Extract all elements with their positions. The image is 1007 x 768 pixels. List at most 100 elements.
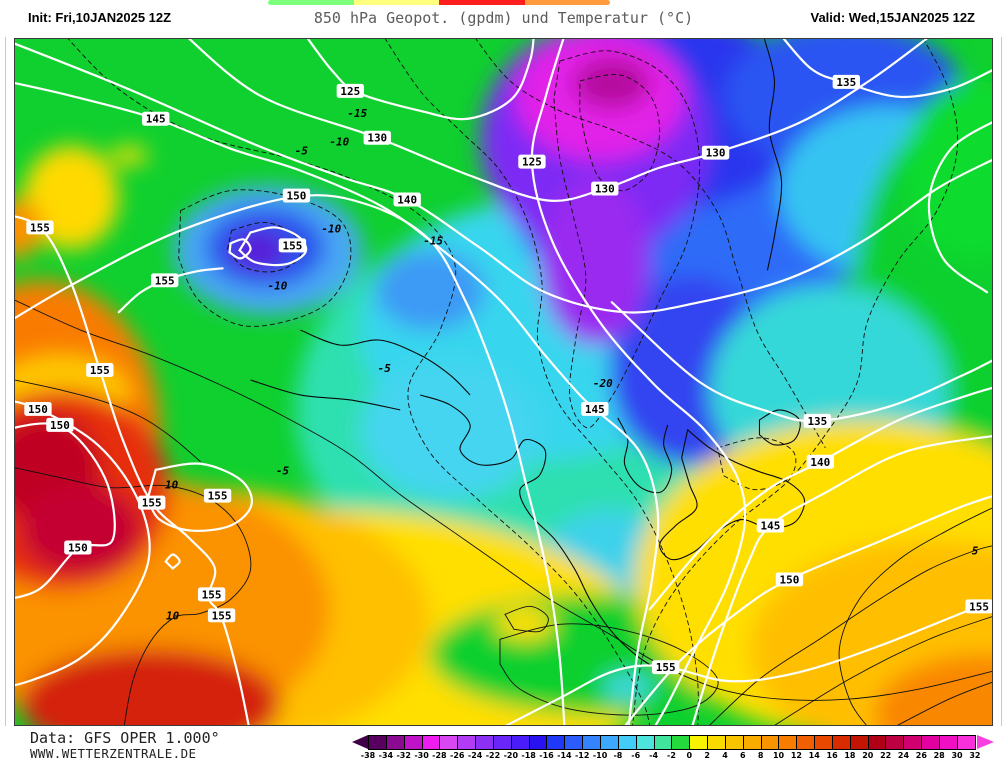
label-pill (24, 401, 52, 416)
isotherm-solid-line (838, 507, 992, 725)
geopotential-label: 140 (806, 454, 835, 469)
isotherm-solid-line (15, 299, 992, 701)
coastline (659, 428, 806, 561)
label-pill (806, 454, 835, 469)
isotherm-solid-line (897, 681, 992, 725)
colorbar-tick-label: 8 (757, 751, 764, 760)
geopotential-label-text: 150 (28, 403, 48, 416)
geopotential-label-text: 150 (68, 542, 88, 555)
geopotential-label: 125 (518, 154, 546, 169)
field-blob (108, 146, 149, 165)
geopotential-label: 155 (203, 488, 232, 503)
geopotential-label-text: 130 (706, 147, 726, 160)
geopotential-label: 130 (591, 181, 619, 196)
label-pill (581, 401, 609, 416)
colorbar-segment (957, 736, 975, 749)
colorbar-tick-label: 2 (704, 751, 710, 760)
field-blob (495, 608, 555, 641)
temperature-colorbar (368, 735, 976, 750)
temperature-labels: -15 -10 -5 -10 -15 -10 -5 -20 -5 10 10 5 (165, 107, 979, 623)
colorbar-tick-label: -16 (539, 751, 554, 760)
weather-map: 125 130 125 130 130 135 145 150 140 155 155 155 155 1… (14, 38, 993, 726)
isotherm-dashed-line (475, 39, 826, 449)
label-pill (64, 540, 92, 555)
geopotential-label-text: 150 (287, 190, 307, 203)
temperature-field (15, 39, 992, 725)
label-pill (336, 83, 364, 98)
geopotential-label: 155 (278, 238, 307, 252)
geopotential-label: 155 (207, 608, 236, 623)
colorbar-tick-label: -28 (432, 751, 447, 760)
geopotential-label-text: 145 (146, 113, 166, 126)
geopotential-label-text: 145 (585, 403, 605, 416)
colorbar-segment (761, 736, 780, 749)
colorbar-segment (690, 736, 709, 749)
geopotential-label-text: 130 (367, 132, 387, 145)
colorbar-tick-label: 30 (951, 751, 963, 760)
geopotential-label-text: 150 (50, 419, 70, 432)
geopotential-contour-line (15, 42, 992, 314)
label-pill (138, 495, 166, 510)
colorbar-segment (654, 736, 673, 749)
geopotential-label: 150 (775, 572, 804, 587)
geopotential-contour-line (505, 600, 992, 725)
header-bar: Init: Fri,10JAN2025 12Z 850 hPa Geopot. … (0, 0, 1007, 37)
geopotential-label-text: 155 (212, 609, 232, 622)
label-pill (701, 145, 730, 160)
geopotential-label: 130 (701, 145, 730, 160)
label-pill (518, 154, 546, 169)
geopotential-label-text: 150 (780, 573, 800, 586)
geopotential-label: 150 (46, 417, 74, 432)
colorbar-segment (600, 736, 619, 749)
colorbar-tick-label: 0 (686, 751, 693, 760)
geopotential-label-text: 130 (595, 183, 615, 196)
website-label: WWW.WETTERZENTRALE.DE (30, 746, 197, 761)
colorbar-tick-label: 18 (844, 751, 856, 760)
colorbar-tick-label: -4 (649, 751, 659, 760)
colorbar-segment (743, 736, 762, 749)
geopotential-label: 140 (393, 192, 421, 207)
colorbar-segment (886, 736, 905, 749)
colorbar-segment (868, 736, 887, 749)
temperature-label-text: -5 (295, 145, 309, 158)
field-blob (375, 250, 486, 331)
colorbar-segment (779, 736, 798, 749)
geopotential-contour-line (228, 238, 252, 260)
geopotential-label: 125 (336, 83, 364, 98)
top-strip-segment (268, 0, 354, 5)
geopotential-label: 150 (282, 188, 311, 203)
geopotential-label: 155 (651, 660, 680, 674)
colorbar-tick-label: 26 (915, 751, 927, 760)
left-edge-line (5, 0, 6, 768)
colorbar-tick-label: 16 (826, 751, 838, 760)
colorbar-tick-label: -20 (503, 751, 519, 760)
top-color-strip (268, 0, 610, 5)
colorbar-tick-label: 32 (969, 751, 981, 760)
geopotential-label: 155 (151, 273, 179, 287)
colorbar-tick-label: 10 (772, 751, 785, 760)
colorbar-tick-label: -12 (574, 751, 590, 760)
label-pill (775, 572, 804, 587)
field-blob (874, 654, 992, 725)
coastline (758, 409, 801, 446)
geopotential-label: 145 (581, 401, 609, 416)
colorbar-segment (725, 736, 744, 749)
temperature-label-text: 10 (165, 479, 179, 492)
map-title: 850 hPa Geopot. (gpdm) und Temperatur (°… (313, 9, 694, 27)
label-pill (26, 220, 54, 235)
colorbar-tick-label: -2 (666, 751, 676, 760)
label-pill (282, 188, 311, 203)
colorbar-segment (386, 736, 405, 749)
coastline (419, 394, 665, 675)
label-pill (203, 488, 232, 503)
geopotential-contour-line (927, 121, 992, 294)
geopotential-label-text: 155 (30, 221, 50, 234)
coastlines (250, 39, 806, 675)
colorbar-tick-label: -8 (613, 751, 623, 760)
isotherm-solid-line (774, 616, 992, 725)
geopotential-label: 145 (142, 111, 170, 126)
label-pill (207, 608, 236, 623)
colorbar-tick-label: -22 (485, 751, 501, 760)
